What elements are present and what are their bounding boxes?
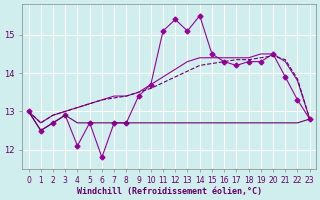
X-axis label: Windchill (Refroidissement éolien,°C): Windchill (Refroidissement éolien,°C): [76, 187, 262, 196]
